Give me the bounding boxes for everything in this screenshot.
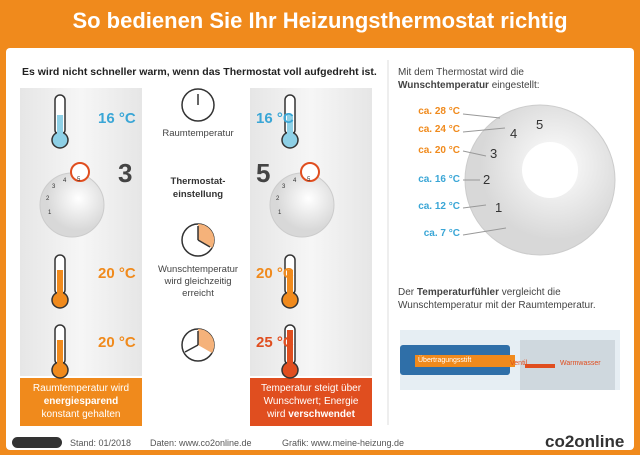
line: wird (267, 409, 289, 420)
scale-label: ca. 28 °C (418, 106, 460, 117)
line: konstant gehalten (41, 409, 121, 420)
line: Wunschtemperatur (398, 80, 489, 91)
scale-label: ca. 24 °C (418, 124, 460, 135)
right-caption: Temperatur steigt über Wunschwert; Energi… (250, 382, 372, 421)
footer-brand: co2online (545, 432, 625, 451)
scale-label: ca. 12 °C (418, 201, 460, 212)
left-desired-temp: 20 °C (98, 265, 136, 282)
footer-date: Stand: 01/2018 (70, 438, 132, 448)
cc-icon (12, 437, 62, 448)
right-desired-temp: 20 °C (256, 265, 294, 282)
intro: Es wird nicht schneller warm, wenn das T… (22, 66, 377, 78)
left-setting: 3 (118, 158, 133, 188)
sensor-text: Der Temperaturfühler vergleicht die Wunsc… (398, 286, 596, 312)
small-dial-number: 5 (307, 177, 311, 183)
line: vergleicht die (498, 287, 561, 298)
small-dial-number: 2 (46, 196, 50, 202)
dial-number: 4 (510, 126, 518, 141)
small-dial-number: 3 (282, 184, 286, 190)
footer-graphic: Grafik: www.meine-heizung.de (282, 438, 405, 448)
scale-label: ca. 16 °C (418, 174, 460, 185)
small-dial-number: 2 (276, 196, 280, 202)
middle-setting-label: Thermostat-einstellung (143, 175, 253, 201)
line: Wunschtemperatur (157, 264, 239, 275)
left-room-temp: 16 °C (98, 110, 136, 127)
line: wird gleichzeitig (164, 276, 232, 287)
line: Thermostat- (170, 176, 226, 187)
small-dial-number: 5 (77, 177, 81, 183)
right-result-temp: 25 °C (256, 334, 294, 351)
dial-number: 1 (495, 200, 503, 215)
small-dial-number: 4 (63, 178, 67, 184)
line: eingestellt: (488, 80, 540, 91)
dial-intro: Mit dem Thermostat wird die Wunschtempera… (398, 66, 540, 92)
left-caption: Raumtemperatur wird energiesparend konstan… (20, 382, 142, 421)
small-dial-number: 1 (278, 210, 282, 216)
small-dial-number: 1 (48, 210, 52, 216)
line: Temperaturfühler (416, 287, 499, 298)
water-label: Warmwasser (560, 360, 601, 367)
scale-label: ca. 7 °C (423, 228, 460, 239)
line: Temperatur steigt über (260, 383, 362, 394)
small-dial-number: 4 (293, 178, 297, 184)
valve-label: Ventil (510, 360, 528, 367)
line: erreicht (182, 288, 214, 299)
line: einstellung (172, 189, 224, 200)
right-room-temp: 16 °C (256, 110, 294, 127)
small-dial-number: 3 (52, 184, 56, 190)
line: energiesparend (43, 396, 119, 407)
right-setting: 5 (256, 158, 271, 188)
dial-number: 5 (536, 117, 544, 132)
pin-label: Übertragungsstift (418, 357, 472, 364)
footer-data: Daten: www.co2online.de (150, 438, 252, 448)
line: Mit dem Thermostat wird die (398, 67, 524, 78)
line: Raumtemperatur wird (32, 383, 130, 394)
line: Der (398, 287, 417, 298)
dial-number: 3 (490, 146, 498, 161)
dial-number: 2 (483, 172, 491, 187)
middle-room-label: Raumtemperatur (162, 128, 234, 139)
middle-desired-label: Wunschtemperatur wird gleichzeitig erreich… (143, 264, 253, 300)
line: Wunschwert; Energie (263, 396, 359, 407)
title: So bedienen Sie Ihr Heizungsthermostat r… (72, 8, 568, 33)
scale-label: ca. 20 °C (418, 145, 460, 156)
left-result-temp: 20 °C (98, 334, 136, 351)
line: verschwendet (288, 409, 355, 420)
line: Wunschtemperatur mit der Raumtemperatur. (398, 300, 596, 311)
